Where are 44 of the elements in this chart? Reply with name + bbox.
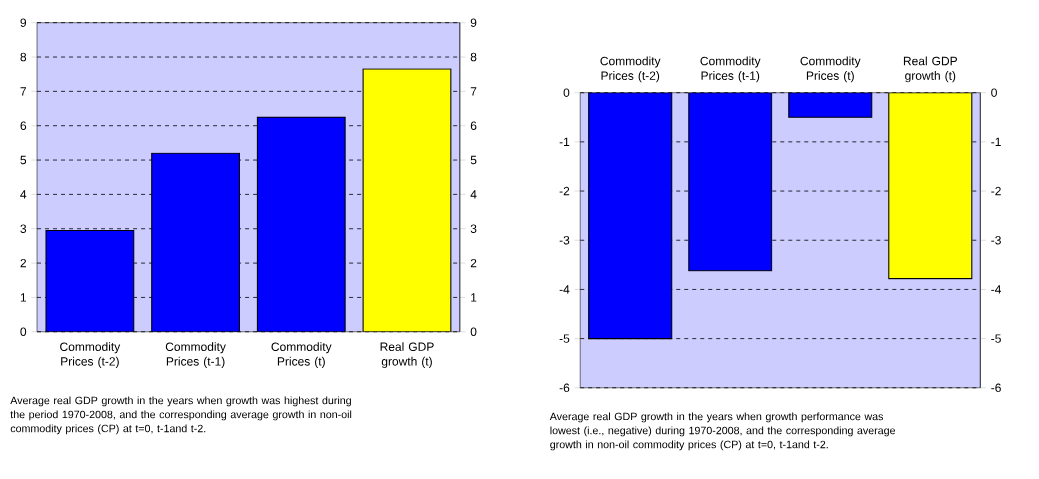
y2-tick-label: 0 <box>470 327 477 337</box>
y2-tick-label: -1 <box>991 137 1001 147</box>
y-tick-label: -6 <box>559 383 570 393</box>
y-tick-label: 7 <box>20 87 27 96</box>
text: Average real GDP growth in the years when growth was highest during the period 1970-2008, and the corresponding average growth in non-oil commodity prices (CP) at t=0, t-1and t-2. <box>10 396 352 435</box>
y-tick-label: -1 <box>559 137 570 147</box>
y-tick-label: 0 <box>563 88 570 98</box>
y2-tick-label: -5 <box>991 334 1001 343</box>
y2-tick-label: 6 <box>470 121 477 131</box>
y2-tick-label: -6 <box>991 383 1001 393</box>
y2-tick-label: 3 <box>470 224 477 234</box>
y-tick-label: -5 <box>559 334 570 343</box>
y2-tick-label: 2 <box>470 258 477 268</box>
y-tick-label: 1 <box>20 293 27 302</box>
y-tick-label: 6 <box>20 121 27 131</box>
y2-tick-label: 9 <box>470 18 477 28</box>
y-tick-label: 2 <box>20 258 27 268</box>
y2-tick-label: 5 <box>470 155 477 165</box>
y-tick-label: 8 <box>20 52 27 62</box>
y2-tick-label: -2 <box>991 186 1001 196</box>
y-tick-label: -2 <box>559 186 570 196</box>
x-tick-label: Commodity Prices (t-1) <box>700 56 761 83</box>
y2-tick-label: -3 <box>991 236 1001 245</box>
y-tick-label: 9 <box>20 18 27 28</box>
text: Average real GDP growth in the years when growth performance was lowest (i.e., negative) during 1970-2008, and the corresponding average growth in non-oil commodity prices (CP) at t=0, t-1and t-2. <box>549 412 896 451</box>
y-tick-label: 4 <box>20 190 27 199</box>
y2-tick-label: 8 <box>470 52 477 62</box>
y2-tick-label: -4 <box>991 285 1002 294</box>
y-tick-label: -4 <box>559 285 570 294</box>
y-tick-label: 5 <box>20 155 27 165</box>
x-tick-label: Real GDP growth (t) <box>380 342 434 369</box>
x-tick-label: Commodity Prices (t-1) <box>165 342 226 369</box>
x-tick-label: Commodity Prices (t) <box>271 342 332 369</box>
y2-tick-label: 7 <box>470 87 477 96</box>
x-tick-label: Commodity Prices (t-2) <box>600 56 661 83</box>
y-tick-label: 3 <box>20 224 27 234</box>
y-tick-label: 0 <box>20 327 27 337</box>
x-tick-label: Commodity Prices (t) <box>800 56 861 83</box>
y2-tick-label: 4 <box>470 190 477 199</box>
y2-tick-label: 1 <box>471 293 477 302</box>
y-tick-label: -3 <box>559 236 570 245</box>
y2-tick-label: 0 <box>991 88 997 98</box>
x-tick-label: Real GDP growth (t) <box>903 56 958 83</box>
x-tick-label: Commodity Prices (t-2) <box>60 342 121 369</box>
